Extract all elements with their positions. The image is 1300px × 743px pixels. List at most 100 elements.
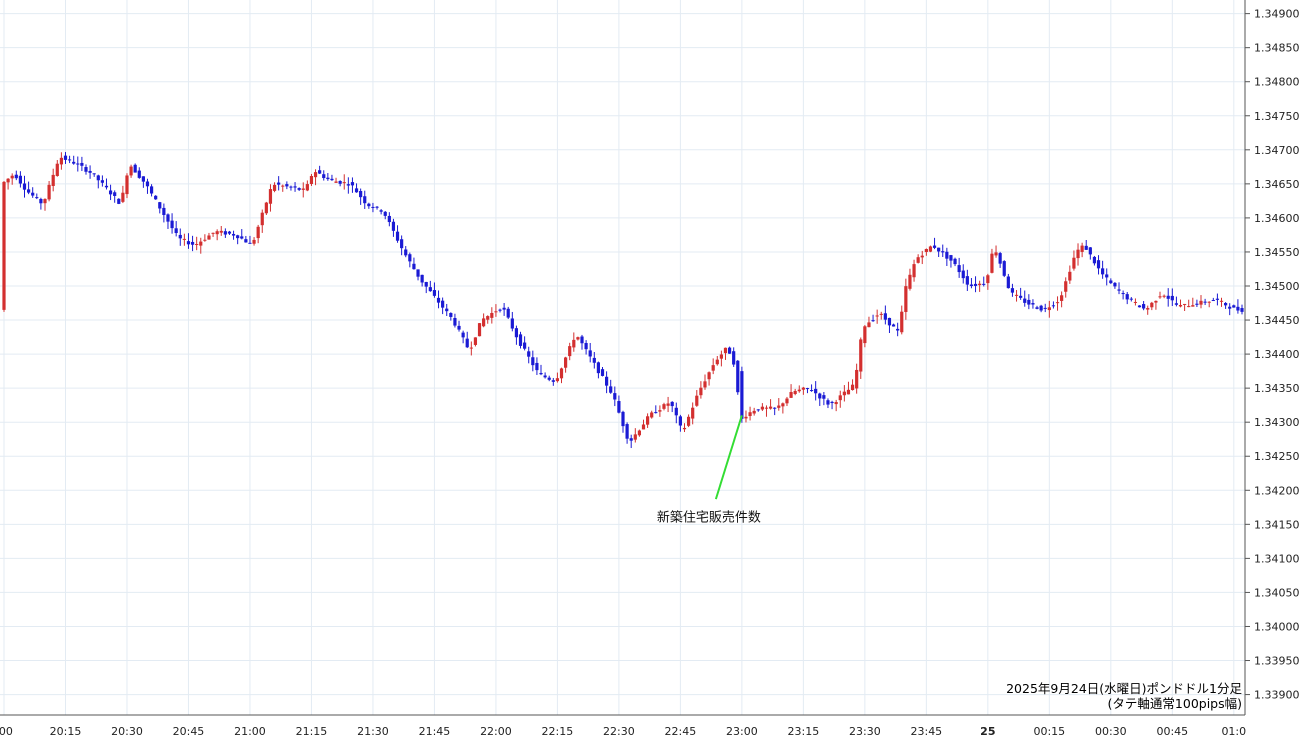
candle-body <box>346 184 350 186</box>
y-tick-label: 1.34600 <box>1254 212 1300 225</box>
candle-body <box>1068 271 1072 281</box>
candle-body <box>1060 295 1064 301</box>
x-tick-label: 23:00 <box>726 725 758 738</box>
annotation-leader-line <box>714 415 743 500</box>
candle-body <box>404 249 408 256</box>
candle-body <box>277 182 281 185</box>
candle-body <box>338 180 342 184</box>
candle-body <box>482 318 486 327</box>
x-tick-label: 00:15 <box>1033 725 1065 738</box>
candle-body <box>605 376 609 386</box>
candle-body <box>1150 302 1154 308</box>
candle-body <box>330 178 334 181</box>
candle-body <box>10 175 14 179</box>
candle-body <box>441 300 445 308</box>
candle-body <box>1076 249 1080 259</box>
candle-body <box>826 400 830 405</box>
candle-body <box>662 404 666 409</box>
candle-body <box>84 167 88 172</box>
candle-body <box>219 230 223 233</box>
candle-body <box>896 328 900 331</box>
candle-body <box>88 170 92 173</box>
candle-body <box>190 241 195 245</box>
x-tick-label: 21:45 <box>419 725 451 738</box>
y-tick-label: 1.34150 <box>1254 518 1300 531</box>
candle-body <box>174 228 178 234</box>
candle-body <box>2 181 6 310</box>
candle-body <box>453 317 457 326</box>
x-tick-label: 22:30 <box>603 725 635 738</box>
candle-body <box>867 322 871 328</box>
y-tick-label: 1.34850 <box>1254 42 1300 55</box>
candle-body <box>855 369 859 389</box>
candle-body <box>26 189 31 193</box>
candle-body <box>1236 306 1240 311</box>
candle-body <box>1158 296 1162 298</box>
candle-body <box>133 164 137 173</box>
y-tick-label: 1.34400 <box>1254 348 1300 361</box>
candle-body <box>252 239 256 244</box>
chart-subtitle: (タテ軸通常100pips幅) <box>1107 696 1242 711</box>
candle-body <box>990 253 994 273</box>
candle-body <box>18 175 22 184</box>
candle-body <box>539 372 543 375</box>
candle-body <box>682 427 687 430</box>
candle-body <box>814 388 818 394</box>
candle-body <box>281 185 285 187</box>
candle-body <box>1183 303 1187 305</box>
candle-body <box>781 403 785 407</box>
candle-body <box>789 392 793 398</box>
candle-body <box>149 186 154 194</box>
candle-body <box>1002 261 1006 276</box>
candle-body <box>14 174 18 179</box>
candle-body <box>1146 308 1150 310</box>
candle-body <box>572 339 576 348</box>
x-tick-label: 00:30 <box>1095 725 1127 738</box>
candle-body <box>527 351 531 357</box>
candle-body <box>1129 298 1133 300</box>
candle-body <box>637 430 641 436</box>
candle-body <box>383 211 387 216</box>
candle-body <box>514 328 519 338</box>
candle-body <box>711 365 715 371</box>
candle-body <box>1142 304 1146 309</box>
candle-body <box>100 180 104 183</box>
candle-body <box>1195 303 1199 305</box>
candle-body <box>531 357 535 366</box>
candle-body <box>215 231 219 235</box>
candle-body <box>1031 303 1035 305</box>
candle-body <box>227 231 232 234</box>
y-tick-label: 1.34450 <box>1254 314 1300 327</box>
candle-body <box>1023 298 1027 303</box>
candle-body <box>986 275 990 284</box>
candle-body <box>445 308 449 312</box>
candle-body <box>494 311 498 313</box>
candle-body <box>686 416 691 426</box>
candle-body <box>1125 294 1129 300</box>
y-tick-label: 1.34550 <box>1254 246 1300 259</box>
candle-body <box>576 337 580 340</box>
candle-body <box>1092 256 1097 264</box>
y-tick-label: 1.34700 <box>1254 144 1300 157</box>
y-tick-label: 1.34350 <box>1254 382 1300 395</box>
candle-body <box>510 318 514 329</box>
candle-body <box>1211 300 1215 302</box>
candle-body <box>1088 247 1092 255</box>
candle-body <box>268 189 273 204</box>
candle-body <box>1170 295 1174 301</box>
candle-body <box>231 233 236 236</box>
candle-body <box>1019 295 1023 298</box>
candle-body <box>477 323 482 337</box>
candle-body <box>1199 300 1203 305</box>
candle-body <box>182 238 186 240</box>
candle-body <box>625 424 629 439</box>
candle-body <box>256 226 260 239</box>
candle-body <box>170 220 174 229</box>
candle-body <box>1162 295 1166 297</box>
candle-body <box>158 202 162 209</box>
candle-body <box>805 388 810 390</box>
candle-body <box>809 390 814 392</box>
candle-body <box>822 395 826 399</box>
candle-body <box>641 424 646 430</box>
